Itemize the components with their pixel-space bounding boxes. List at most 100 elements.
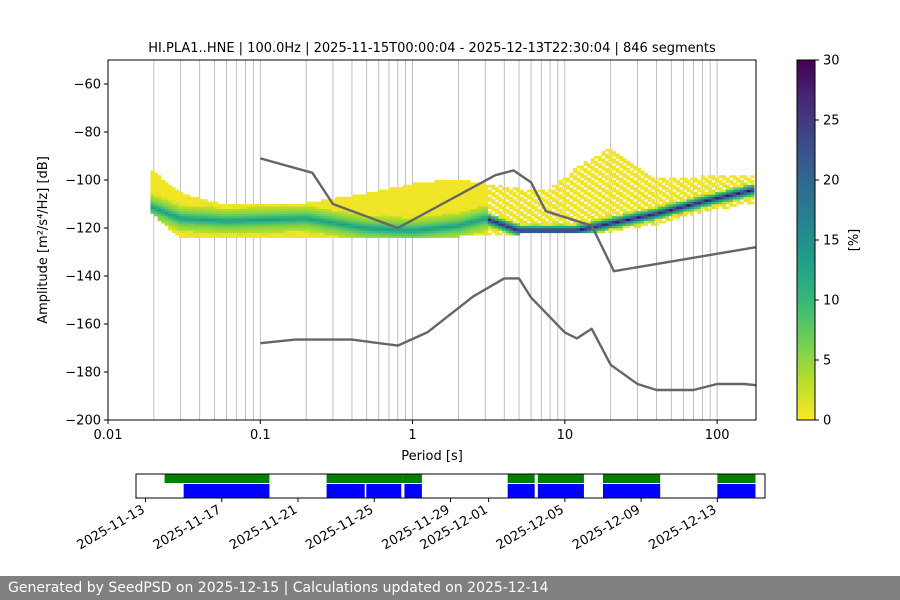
density-cell xyxy=(221,228,226,231)
density-cell xyxy=(661,187,666,190)
density-cell xyxy=(587,194,592,198)
density-cell xyxy=(512,194,517,198)
density-cell xyxy=(430,228,435,231)
density-cell xyxy=(232,204,237,207)
density-cell xyxy=(402,228,407,231)
density-cell xyxy=(264,213,269,217)
density-cell xyxy=(182,194,187,198)
density-cell xyxy=(288,208,293,212)
density-cell xyxy=(612,218,617,222)
density-cell xyxy=(597,208,602,212)
density-cell xyxy=(242,235,247,238)
chart-title: HI.PLA1..HNE | 100.0Hz | 2025-11-15T00:0… xyxy=(148,41,716,56)
density-cell xyxy=(683,213,688,217)
density-cell xyxy=(242,218,247,222)
density-cell xyxy=(374,192,379,195)
density-cell xyxy=(661,206,666,210)
density-cell xyxy=(455,213,460,217)
density-cell xyxy=(594,156,599,159)
density-cell xyxy=(349,228,354,231)
density-cell xyxy=(565,225,570,229)
date-tick-label: 2025-12-05 xyxy=(494,502,567,553)
density-cell xyxy=(569,208,574,212)
density-cell xyxy=(377,192,382,195)
density-cell xyxy=(462,220,467,224)
density-cell xyxy=(406,208,411,212)
density-cell xyxy=(292,228,297,231)
density-cell xyxy=(381,225,386,229)
density-cell xyxy=(338,220,343,224)
density-cell xyxy=(271,232,276,236)
density-cell xyxy=(519,228,524,231)
density-cell xyxy=(264,225,269,229)
density-cell xyxy=(260,216,265,219)
density-cell xyxy=(480,206,485,210)
density-cell xyxy=(381,206,386,210)
density-cell xyxy=(253,211,258,214)
density-cell xyxy=(242,228,247,231)
density-cell xyxy=(232,228,237,231)
density-cell xyxy=(175,192,180,195)
density-cell xyxy=(185,201,190,205)
density-cell xyxy=(715,204,720,207)
density-cell xyxy=(480,182,485,186)
density-cell xyxy=(594,220,599,224)
density-cell xyxy=(715,199,720,202)
density-cell xyxy=(533,225,538,229)
density-cell xyxy=(434,180,439,183)
density-cell xyxy=(391,199,396,202)
density-cell xyxy=(434,204,439,207)
density-cell xyxy=(225,213,229,217)
density-cell xyxy=(434,220,439,224)
density-cell xyxy=(171,192,176,195)
density-cell xyxy=(409,189,414,193)
density-cell xyxy=(629,187,634,190)
density-cell xyxy=(747,187,751,190)
density-cell xyxy=(367,228,372,231)
density-cell xyxy=(747,199,751,202)
density-cell xyxy=(420,218,425,222)
density-cell xyxy=(352,208,357,212)
density-cell xyxy=(445,189,450,193)
density-cell xyxy=(384,196,389,200)
density-cell xyxy=(626,225,631,229)
density-cell xyxy=(225,230,229,234)
density-cell xyxy=(203,216,208,219)
density-cell xyxy=(452,208,457,212)
density-cell xyxy=(636,220,641,224)
density-cell xyxy=(423,201,428,205)
density-cell xyxy=(718,192,723,195)
density-cell xyxy=(512,201,517,205)
density-cell xyxy=(196,213,201,217)
density-cell xyxy=(651,216,656,219)
density-cell xyxy=(210,208,215,212)
density-cell xyxy=(647,177,652,181)
density-cell xyxy=(619,201,624,205)
density-cell xyxy=(430,213,435,217)
density-cell xyxy=(576,230,581,234)
density-cell xyxy=(512,220,517,224)
density-cell xyxy=(228,218,233,222)
density-cell xyxy=(161,187,166,190)
density-cell xyxy=(384,218,389,222)
density-cell xyxy=(736,184,741,188)
density-cell xyxy=(459,204,464,207)
density-cell xyxy=(249,232,254,236)
density-cell xyxy=(633,220,638,224)
density-cell xyxy=(313,223,318,226)
density-cell xyxy=(438,218,443,222)
density-cell xyxy=(487,211,492,214)
density-cell xyxy=(491,228,496,231)
density-cell xyxy=(640,180,645,183)
density-cell xyxy=(601,223,606,226)
density-cell xyxy=(573,213,577,217)
density-cell xyxy=(676,201,680,205)
density-cell xyxy=(668,199,673,202)
density-cell xyxy=(498,223,503,226)
density-cell xyxy=(359,228,364,231)
density-cell xyxy=(629,199,634,202)
density-cell xyxy=(526,216,531,219)
density-cell xyxy=(558,194,563,198)
density-cell xyxy=(679,184,684,188)
density-cell xyxy=(221,232,226,236)
